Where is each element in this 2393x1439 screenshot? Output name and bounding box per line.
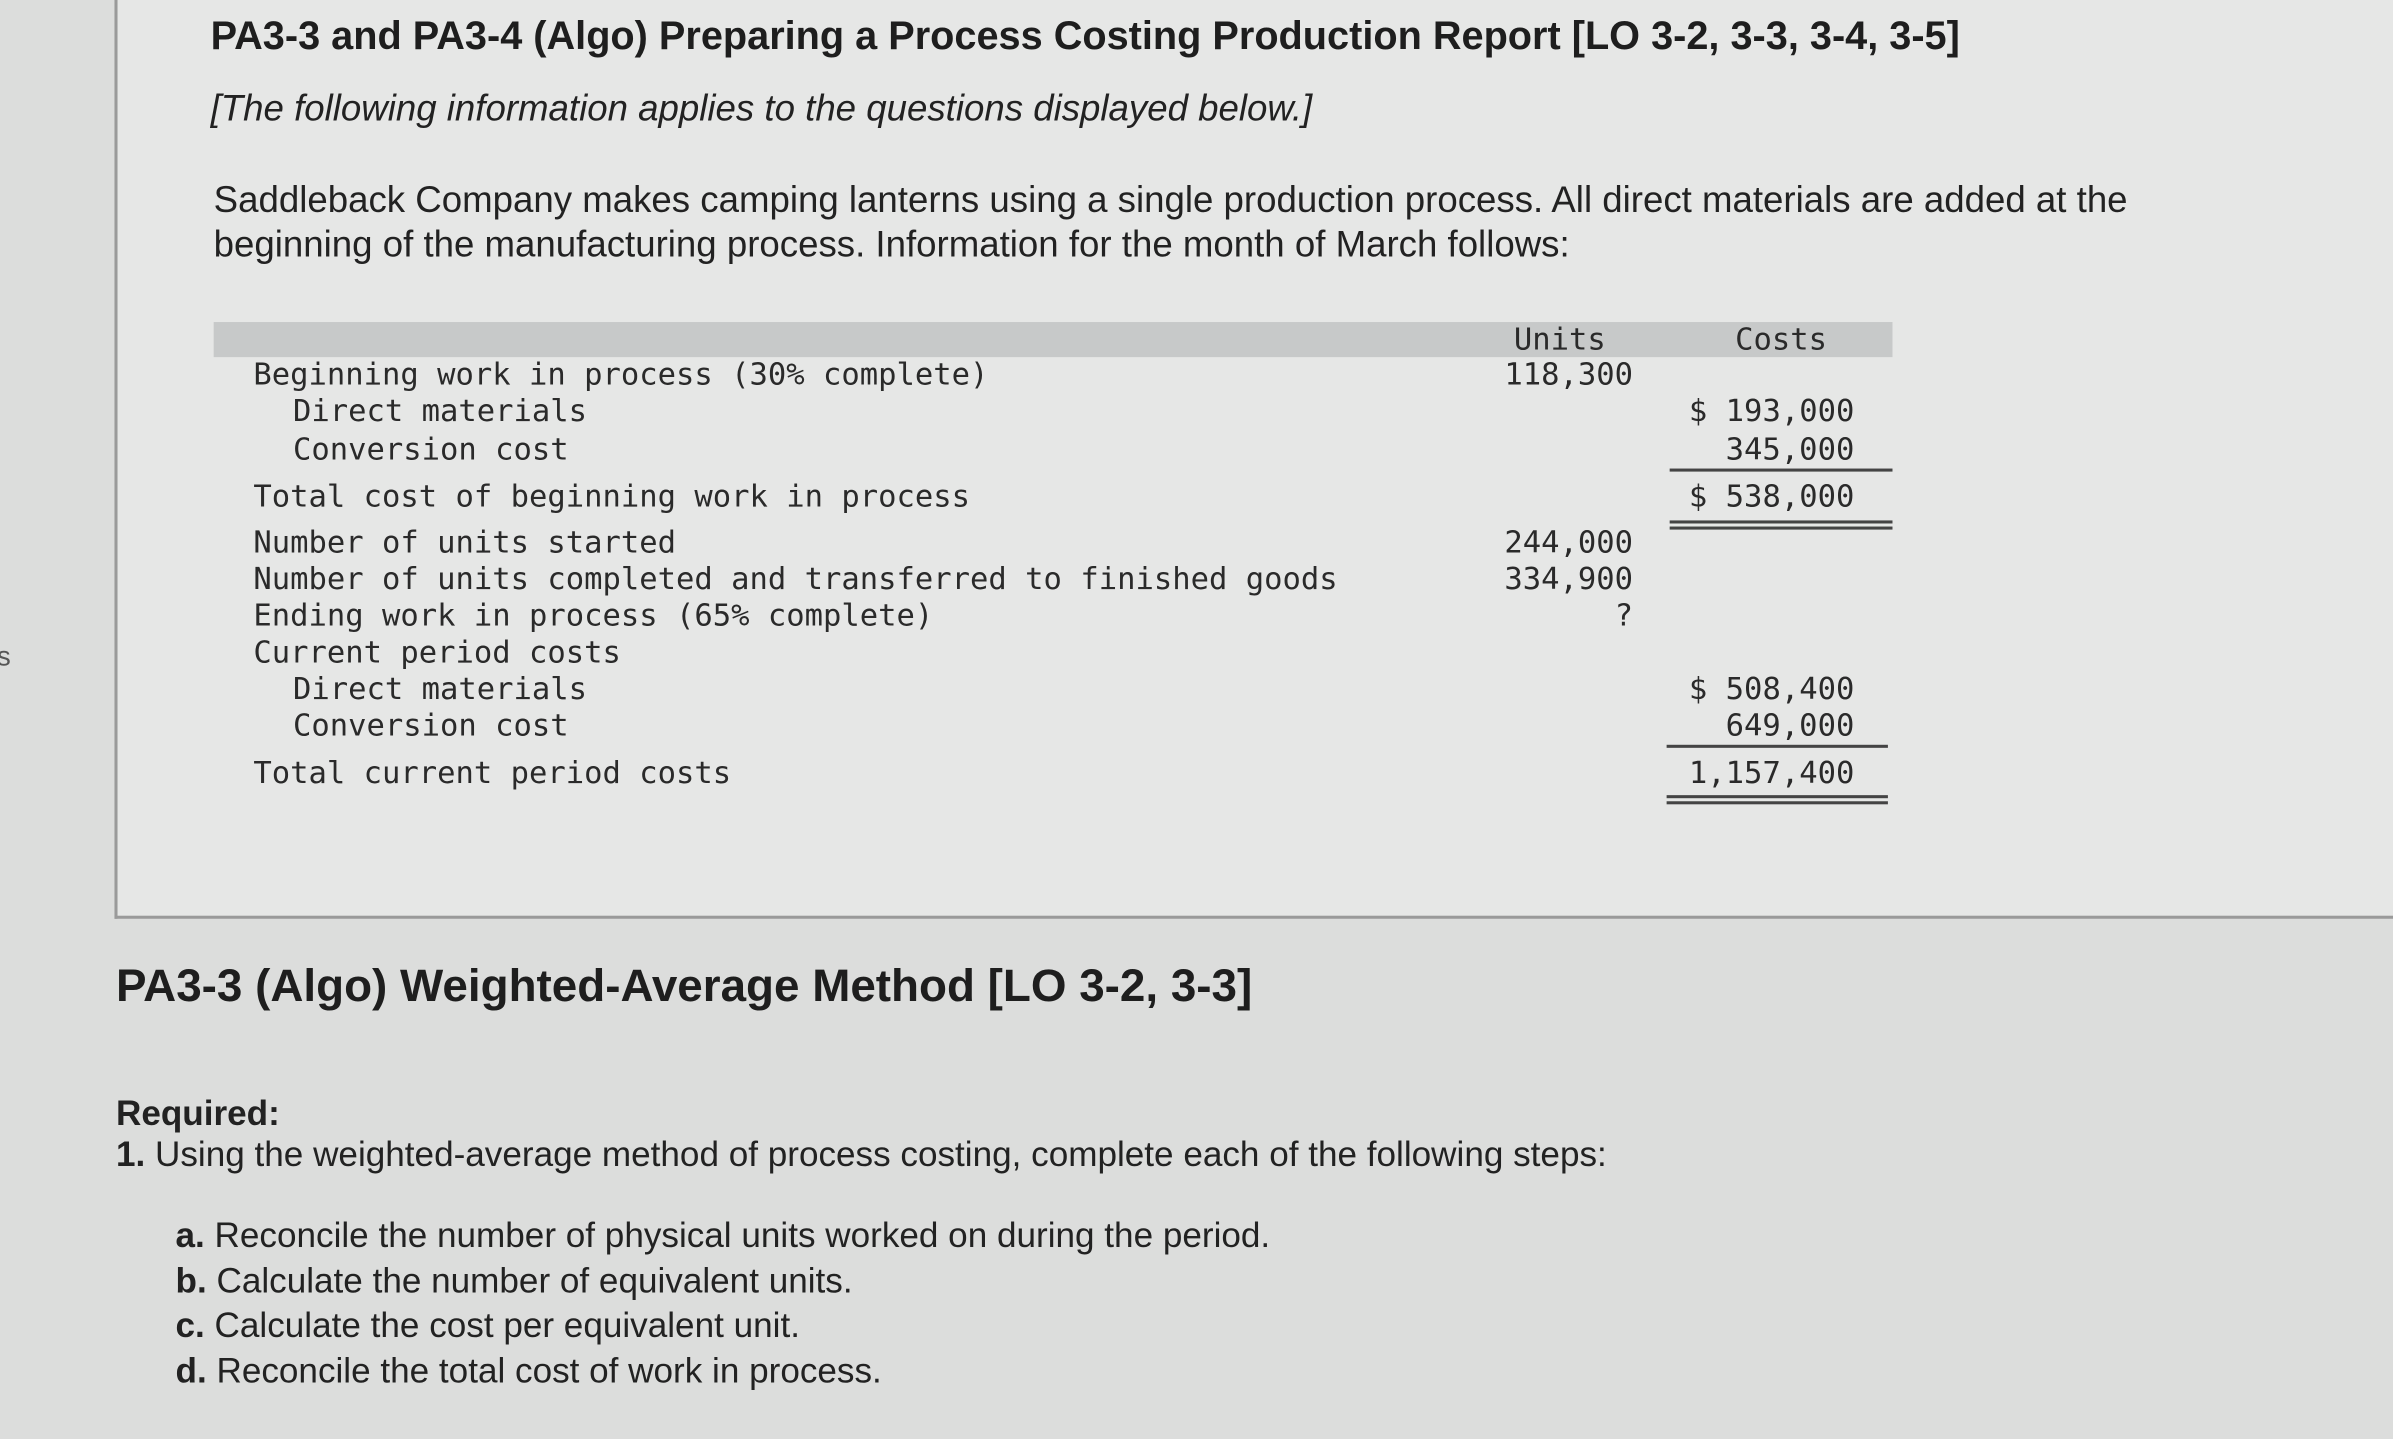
step-text: Calculate the number of equivalent units…	[216, 1259, 853, 1300]
cost-cell: $ 193,000	[1688, 392, 1855, 429]
row-label: Direct materials	[293, 392, 588, 429]
column-header: Units	[1513, 320, 1606, 358]
required-item: 1. Using the weighted-average method of …	[116, 1134, 1607, 1175]
step: b. Calculate the number of equivalent un…	[176, 1260, 853, 1301]
row-label: Ending work in process (65% complete)	[253, 596, 934, 634]
units-cell: 118,300	[1504, 355, 1634, 393]
row-label: Direct materials	[293, 670, 588, 707]
units-cell: ?	[1614, 596, 1634, 634]
column-header: Costs	[1735, 320, 1828, 358]
row-label: Number of units started	[253, 523, 677, 561]
cost-cell: 1,157,400	[1688, 753, 1855, 791]
units-cell: 244,000	[1504, 523, 1634, 561]
row-label: Current period costs	[253, 633, 621, 671]
step-letter: d.	[175, 1349, 207, 1390]
step-text: Calculate the cost per equivalent unit.	[214, 1304, 800, 1345]
double-underline	[1669, 520, 1893, 530]
underline	[1666, 744, 1888, 748]
side-text: s	[0, 641, 11, 673]
section-title: PA3-3 (Algo) Weighted-Average Method [LO…	[115, 961, 1253, 1012]
step-letter: c.	[175, 1304, 205, 1345]
row-label: Beginning work in process (30% complete)	[253, 355, 989, 393]
step-text: Reconcile the total cost of work in proc…	[216, 1349, 882, 1390]
step-letter: a.	[175, 1214, 205, 1255]
row-label: Number of units completed and transferre…	[253, 560, 1338, 597]
step: c. Calculate the cost per equivalent uni…	[176, 1305, 800, 1346]
panel	[114, 0, 2393, 919]
units-cell: 334,900	[1504, 560, 1634, 597]
row-label: Conversion cost	[293, 706, 569, 744]
row-label: Total current period costs	[253, 753, 732, 791]
table-header-bar	[213, 322, 1893, 358]
item-number: 1.	[115, 1133, 146, 1174]
item-text: Using the weighted-average method of pro…	[155, 1133, 1607, 1174]
step-letter: b.	[175, 1259, 207, 1300]
step: a. Reconcile the number of physical unit…	[176, 1215, 1271, 1256]
row-label: Total cost of beginning work in process	[253, 477, 971, 515]
paragraph-line: beginning of the manufacturing process. …	[213, 224, 1570, 266]
title: PA3-3 and PA3-4 (Algo) Preparing a Proce…	[210, 12, 1960, 58]
step-text: Reconcile the number of physical units w…	[214, 1214, 1271, 1255]
cost-cell: 345,000	[1725, 430, 1855, 468]
cost-cell: $ 538,000	[1688, 477, 1855, 515]
underline	[1669, 468, 1893, 472]
double-underline	[1666, 795, 1888, 805]
cost-cell: $ 508,400	[1688, 670, 1855, 707]
paragraph-line: Saddleback Company makes camping lantern…	[213, 180, 2128, 222]
note: [The following information applies to th…	[210, 88, 1313, 130]
row-label: Conversion cost	[293, 430, 569, 468]
cost-cell: 649,000	[1725, 706, 1855, 744]
step: d. Reconcile the total cost of work in p…	[176, 1350, 882, 1391]
required-label: Required:	[115, 1092, 280, 1133]
